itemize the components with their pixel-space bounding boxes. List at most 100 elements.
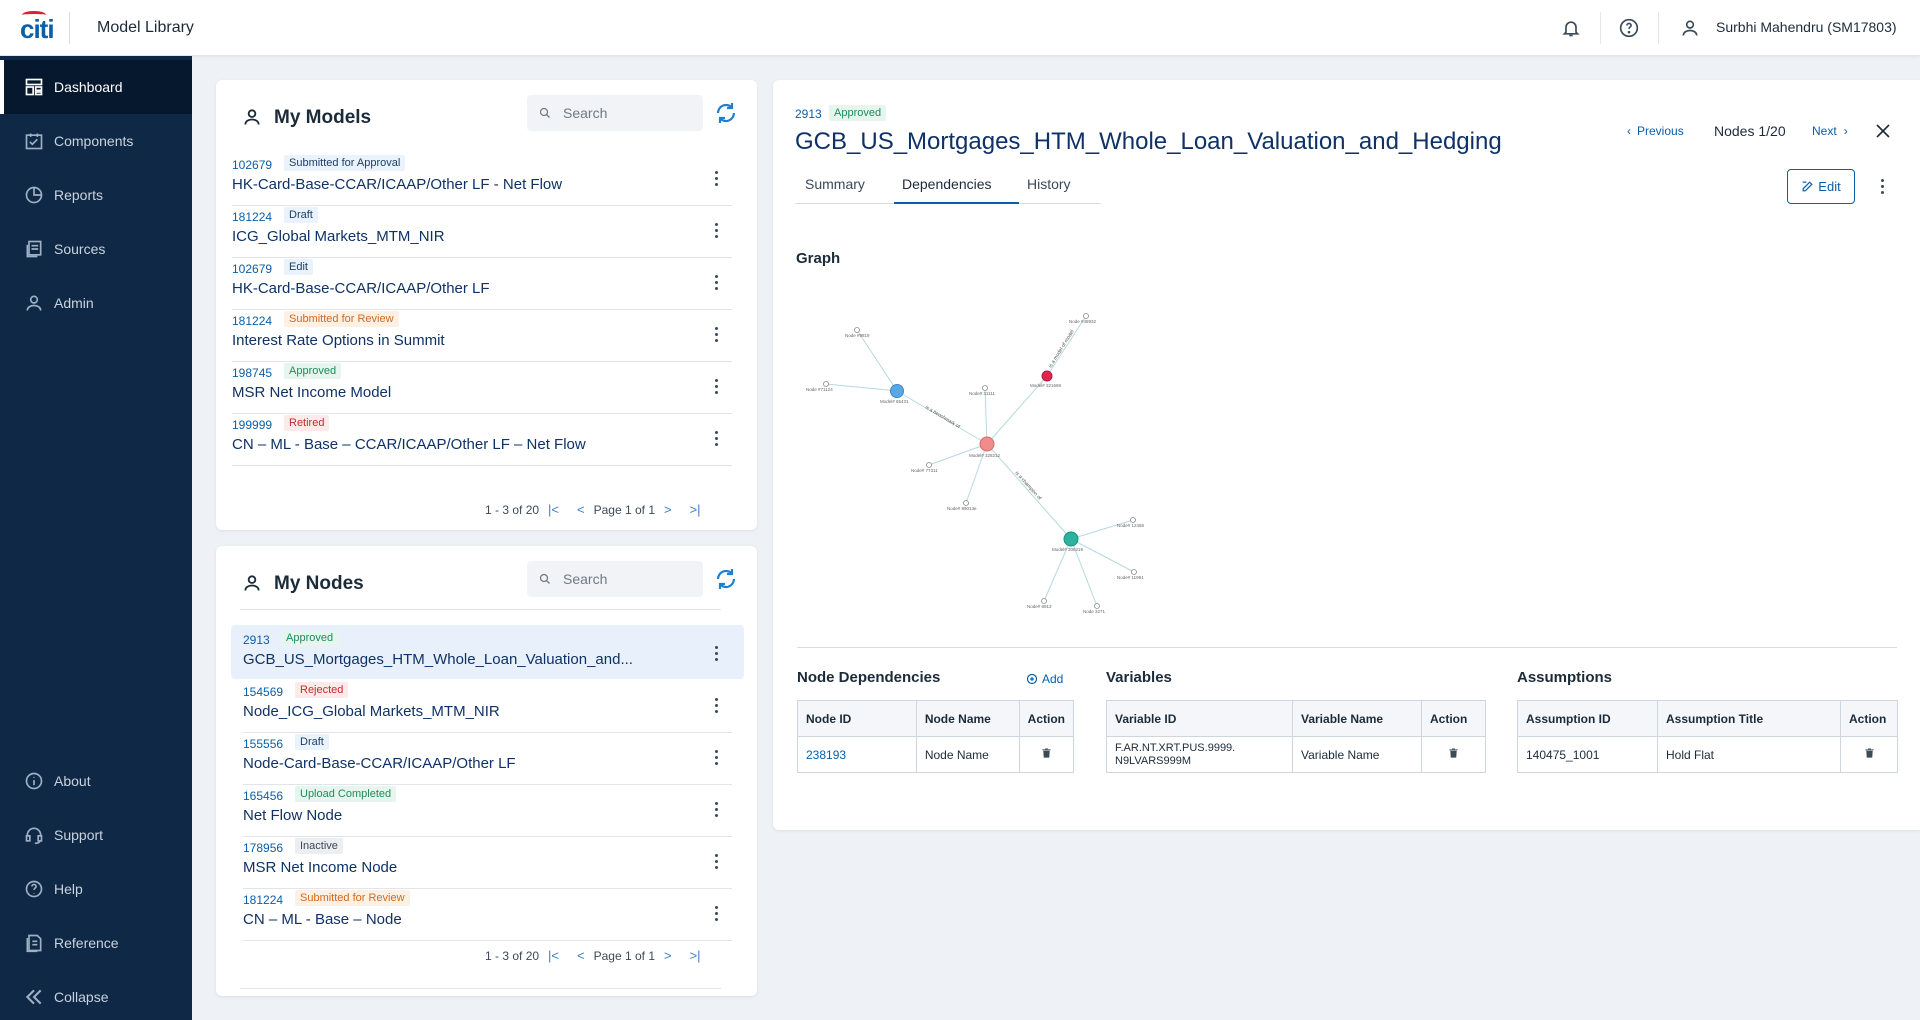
- graph-node-model[interactable]: [979, 436, 995, 452]
- sidebar-item-reference[interactable]: Reference: [0, 916, 192, 970]
- list-item[interactable]: 199999 Retired CN – ML - Base – CCAR/ICAAP…: [232, 414, 732, 466]
- last-page-icon[interactable]: >|: [689, 948, 701, 963]
- item-name[interactable]: Node_ICG_Global Markets_MTM_NIR: [243, 703, 500, 720]
- sidebar-item-dashboard[interactable]: Dashboard: [0, 60, 192, 114]
- tab-history[interactable]: History: [1027, 176, 1071, 192]
- item-name[interactable]: HK-Card-Base-CCAR/ICAAP/Other LF - Net F…: [232, 176, 563, 193]
- more-options-icon[interactable]: [708, 220, 724, 240]
- next-page-icon[interactable]: >: [664, 502, 672, 517]
- graph-node[interactable]: [1094, 603, 1100, 609]
- item-name[interactable]: MSR Net Income Node: [243, 859, 398, 876]
- list-item[interactable]: 155556 Draft Node-Card-Base-CCAR/ICAAP/Oth…: [243, 733, 732, 785]
- list-item[interactable]: 178956 Inactive MSR Net Income Node: [243, 837, 732, 889]
- sidebar-item-sources[interactable]: Sources: [0, 222, 192, 276]
- edit-button[interactable]: Edit: [1787, 169, 1855, 204]
- last-page-icon[interactable]: >|: [689, 502, 701, 517]
- item-name[interactable]: MSR Net Income Model: [232, 384, 392, 401]
- item-name[interactable]: CN – ML - Base – CCAR/ICAAP/Other LF – N…: [232, 436, 586, 453]
- item-name[interactable]: HK-Card-Base-CCAR/ICAAP/Other LF: [232, 280, 490, 297]
- column-header: Action: [1840, 700, 1898, 737]
- list-item[interactable]: 102679 Submitted for Approval HK-Card-Base…: [232, 154, 732, 206]
- collapse-icon: [25, 989, 42, 1005]
- list-item[interactable]: 102679 Edit HK-Card-Base-CCAR/ICAAP/Other …: [232, 258, 732, 310]
- variables-table: Variable ID Variable Name Action F.AR.NT…: [1106, 700, 1486, 773]
- node-id-link[interactable]: 238193: [797, 736, 917, 773]
- graph-node[interactable]: [1083, 313, 1089, 319]
- list-item[interactable]: 198745 Approved MSR Net Income Model: [232, 362, 732, 414]
- column-header: Node Name: [915, 700, 1020, 737]
- item-name[interactable]: Net Flow Node: [243, 807, 343, 824]
- tab-dependencies[interactable]: Dependencies: [902, 176, 992, 192]
- graph-node[interactable]: [854, 327, 860, 333]
- list-item[interactable]: 2913 Approved GCB_US_Mortgages_HTM_Whole_L…: [231, 625, 744, 679]
- close-icon[interactable]: [1874, 122, 1892, 140]
- graph-node-model[interactable]: [1063, 531, 1079, 547]
- sidebar-item-admin[interactable]: Admin: [0, 276, 192, 330]
- more-options-icon[interactable]: [708, 272, 724, 292]
- graph-node[interactable]: [823, 381, 829, 387]
- sidebar-item-components[interactable]: Components: [0, 114, 192, 168]
- my-nodes-search[interactable]: [527, 561, 703, 597]
- first-page-icon[interactable]: |<: [548, 502, 560, 517]
- sidebar-item-help[interactable]: Help: [0, 862, 192, 916]
- item-name[interactable]: CN – ML - Base – Node: [243, 911, 402, 928]
- bell-icon[interactable]: [1559, 16, 1583, 40]
- next-page-icon[interactable]: >: [664, 948, 672, 963]
- trash-icon[interactable]: [1448, 747, 1459, 759]
- search-input[interactable]: [563, 571, 683, 587]
- list-item[interactable]: 165456 Upload Completed Net Flow Node: [243, 785, 732, 837]
- more-options-icon[interactable]: [708, 903, 724, 923]
- tab-summary[interactable]: Summary: [805, 176, 865, 192]
- more-options-icon[interactable]: [708, 851, 724, 871]
- item-name[interactable]: Interest Rate Options in Summit: [232, 332, 445, 349]
- refresh-icon[interactable]: [714, 567, 738, 591]
- citi-logo[interactable]: citi: [20, 14, 55, 44]
- next-button[interactable]: Next ›: [1812, 124, 1848, 138]
- graph-node-model[interactable]: [890, 384, 904, 398]
- graph-node[interactable]: [1130, 517, 1136, 523]
- sidebar-item-about[interactable]: About: [0, 754, 192, 808]
- sidebar-item-collapse[interactable]: Collapse: [0, 970, 192, 1020]
- more-options-icon[interactable]: [708, 428, 724, 448]
- list-item[interactable]: 181224 Submitted for Review Interest Rate …: [232, 310, 732, 362]
- more-options-icon[interactable]: [708, 695, 724, 715]
- search-input[interactable]: [563, 105, 683, 121]
- user-icon[interactable]: [1678, 16, 1702, 40]
- user-name[interactable]: Surbhi Mahendru (SM17803): [1716, 19, 1897, 35]
- item-name[interactable]: GCB_US_Mortgages_HTM_Whole_Loan_Valuatio…: [243, 651, 633, 668]
- more-options-icon[interactable]: [708, 643, 724, 663]
- refresh-icon[interactable]: [714, 101, 738, 125]
- list-item[interactable]: 154569 Rejected Node_ICG_Global Markets_MT…: [243, 681, 732, 733]
- add-dependency-button[interactable]: Add: [1026, 672, 1063, 686]
- graph-node[interactable]: [963, 500, 969, 506]
- sidebar-item-label: Support: [54, 827, 104, 843]
- variable-id-cell: F.AR.NT.XRT.PUS.9999. N9LVARS999M: [1106, 736, 1293, 773]
- trash-icon[interactable]: [1864, 747, 1875, 759]
- more-options-icon[interactable]: [708, 747, 724, 767]
- more-options-icon[interactable]: [1874, 176, 1890, 196]
- graph-node[interactable]: [982, 385, 988, 391]
- more-options-icon[interactable]: [708, 376, 724, 396]
- item-name[interactable]: Node-Card-Base-CCAR/ICAAP/Other LF: [243, 755, 516, 772]
- list-item[interactable]: 181224 Submitted for Review CN – ML - Base…: [243, 889, 732, 941]
- more-options-icon[interactable]: [708, 799, 724, 819]
- more-options-icon[interactable]: [708, 168, 724, 188]
- trash-icon[interactable]: [1041, 747, 1052, 759]
- prev-page-icon[interactable]: <: [577, 948, 585, 963]
- graph-node-label: Model# 65431: [880, 399, 909, 404]
- dependency-graph[interactable]: is a benchmark of is a champion of is a …: [795, 300, 1175, 630]
- prev-page-icon[interactable]: <: [577, 502, 585, 517]
- graph-node[interactable]: [1041, 598, 1047, 604]
- previous-button[interactable]: ‹ Previous: [1627, 124, 1684, 138]
- graph-node[interactable]: [1131, 569, 1137, 575]
- sidebar-item-reports[interactable]: Reports: [0, 168, 192, 222]
- first-page-icon[interactable]: |<: [548, 948, 560, 963]
- my-models-search[interactable]: [527, 95, 703, 131]
- more-options-icon[interactable]: [708, 324, 724, 344]
- graph-node[interactable]: [926, 462, 932, 468]
- list-item[interactable]: 181224 Draft ICG_Global Markets_MTM_NIR: [232, 206, 732, 258]
- help-icon[interactable]: [1617, 16, 1641, 40]
- graph-node-model[interactable]: [1041, 370, 1053, 382]
- sidebar-item-support[interactable]: Support: [0, 808, 192, 862]
- item-name[interactable]: ICG_Global Markets_MTM_NIR: [232, 228, 445, 245]
